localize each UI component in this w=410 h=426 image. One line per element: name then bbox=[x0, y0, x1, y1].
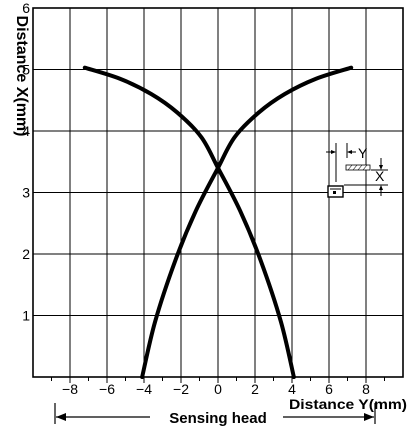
y-tick-labels: 1 2 3 4 5 6 bbox=[22, 0, 30, 324]
series-line-2 bbox=[82, 65, 296, 379]
series-group bbox=[82, 65, 354, 379]
x-tick-label: −2 bbox=[173, 381, 189, 397]
sensing-diagram-icon bbox=[326, 143, 388, 198]
x-tick-label: −6 bbox=[99, 381, 115, 397]
x-axis-label: Distance Y(mm) bbox=[289, 396, 407, 412]
y-tick-label: 2 bbox=[22, 246, 30, 262]
inset-label-x: X bbox=[375, 168, 385, 184]
x-tick-label: −4 bbox=[136, 381, 152, 397]
x-tick-label: −8 bbox=[62, 381, 78, 397]
y-tick-label: 3 bbox=[22, 185, 30, 201]
x-tick-label: 4 bbox=[288, 381, 296, 397]
arrow-left-icon bbox=[56, 413, 66, 421]
x-tick-label: 2 bbox=[251, 381, 259, 397]
x-tick-labels: −8 −6 −4 −2 0 2 4 6 8 bbox=[51, 377, 385, 397]
x-tick-label: 8 bbox=[362, 381, 370, 397]
sensing-head-label: Sensing head bbox=[169, 410, 267, 426]
grid bbox=[33, 7, 403, 377]
arrow-right-icon bbox=[364, 413, 374, 421]
y-axis-label: Distance X(mm) bbox=[13, 16, 30, 137]
y-tick-label: 1 bbox=[22, 308, 30, 324]
y-tick-label: 4 bbox=[22, 123, 30, 139]
inset-label-y: Y bbox=[358, 145, 368, 161]
series-line-1 bbox=[140, 65, 354, 379]
x-tick-label: 0 bbox=[214, 381, 222, 397]
y-tick-label: 6 bbox=[22, 0, 30, 16]
y-tick-label: 5 bbox=[22, 62, 30, 78]
x-tick-label: 6 bbox=[325, 381, 333, 397]
sensing-head-dimension bbox=[54, 403, 376, 424]
